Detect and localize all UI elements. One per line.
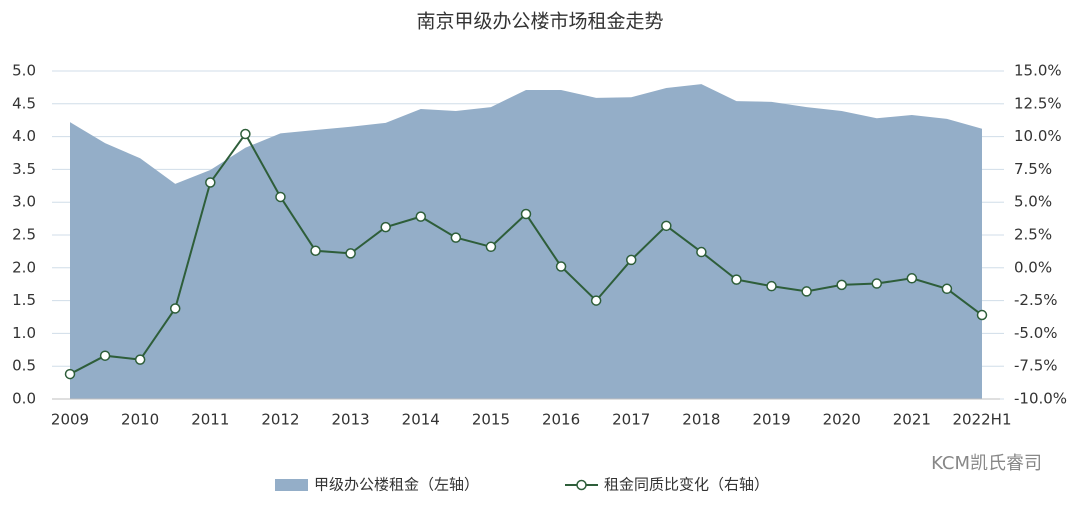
marker [64,368,76,380]
x-tick-label: 2019 [752,411,790,429]
y2-tick-label: -10.0% [1014,390,1067,408]
y-tick-label: 3.5 [12,160,36,178]
y-tick-label: 4.5 [12,94,36,112]
marker [731,274,742,285]
marker [380,221,391,233]
marker [345,248,356,259]
y-tick-label: 3.0 [12,193,36,211]
legend-label: 甲级办公楼租金（左轴） [314,476,479,494]
legend-swatch [275,479,308,491]
chart-title: 南京甲级办公楼市场租金走势 [416,11,663,33]
marker [240,128,251,140]
x-tick-label: 2011 [191,411,229,429]
y-tick-label: 2.5 [12,226,36,244]
y2-tick-label: -7.5% [1014,357,1058,375]
marker [836,279,847,291]
marker [169,303,181,314]
y2-tick-label: 12.5% [1014,94,1062,112]
y2-tick-label: -5.0% [1014,324,1058,342]
y2-tick-label: 15.0% [1014,62,1062,80]
y-tick-label: 2.0 [12,258,36,276]
marker [801,286,812,297]
marker [941,283,953,295]
x-tick-label: 2017 [612,411,650,429]
marker [310,245,321,256]
marker [450,232,462,243]
x-tick-label: 2016 [542,411,580,429]
x-tick-label: 2010 [121,411,159,429]
y-tick-label: 0.5 [12,357,36,375]
legend-label: 租金同质比变化（右轴） [604,476,769,494]
x-tick-label: 2020 [823,411,861,429]
marker [485,241,497,253]
y-tick-label: 4.0 [12,127,36,145]
marker [906,273,918,284]
marker [520,208,532,220]
marker [99,350,111,361]
x-tick-label: 2013 [332,411,370,429]
y2-tick-label: 10.0% [1014,127,1062,145]
marker [134,354,146,365]
marker [275,191,286,203]
x-tick-label: 2009 [51,411,89,429]
y2-tick-label: 0.0% [1014,258,1052,276]
x-tick-label: 2014 [402,411,440,429]
marker [590,295,602,306]
x-tick-label: 2018 [682,411,720,429]
y-tick-label: 1.5 [12,291,36,309]
marker [661,220,672,232]
marker [415,211,427,222]
marker [696,246,707,258]
marker [625,254,637,266]
y2-tick-label: 2.5% [1014,226,1052,244]
area [70,84,982,400]
watermark: KCM凯氏睿司 [931,453,1042,474]
marker [205,177,216,188]
y-tick-label: 1.0 [12,324,36,342]
marker [976,309,988,321]
y-tick-label: 0.0 [12,390,36,408]
y2-tick-label: 5.0% [1014,193,1052,211]
x-tick-label: 2022H1 [953,411,1012,429]
marker [555,261,567,272]
y2-tick-label: 7.5% [1014,160,1052,178]
x-tick-label: 2015 [472,411,510,429]
marker [871,278,883,289]
marker [766,280,777,292]
y-tick-label: 5.0 [12,62,36,80]
x-tick-label: 2021 [893,411,931,429]
y2-tick-label: -2.5% [1014,291,1058,309]
legend-swatch [576,479,587,491]
x-tick-label: 2012 [261,411,299,429]
